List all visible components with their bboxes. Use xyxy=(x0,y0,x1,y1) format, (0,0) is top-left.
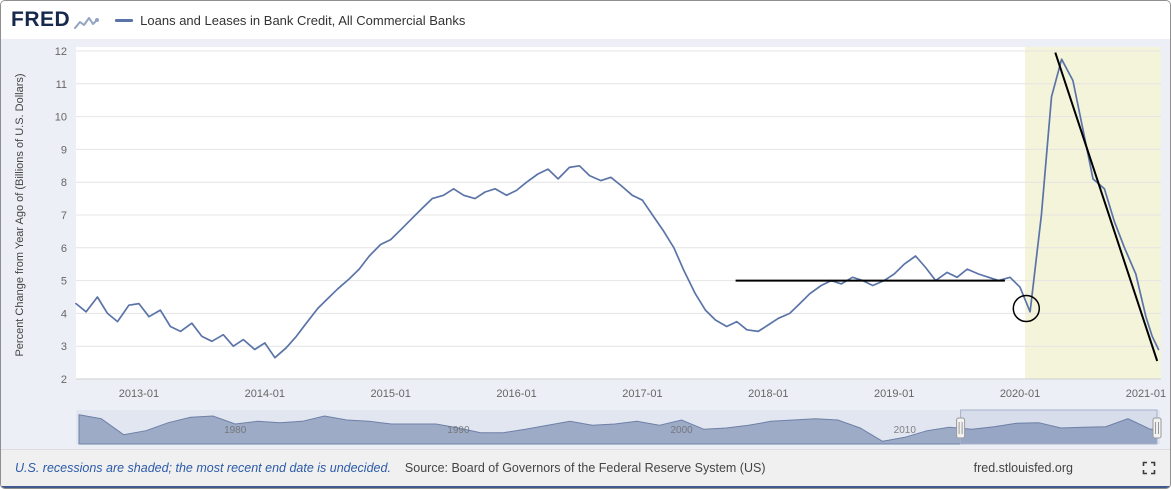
minimap-decade-label: 1980 xyxy=(224,425,247,436)
x-tick-label: 2015-01 xyxy=(371,388,411,400)
source-text: Source: Board of Governors of the Federa… xyxy=(404,461,766,475)
legend-label: Loans and Leases in Bank Credit, All Com… xyxy=(140,12,466,28)
annotation-circle xyxy=(1012,294,1041,323)
range-handle-left[interactable] xyxy=(956,417,966,439)
series-line xyxy=(75,58,1160,359)
x-tick-label: 2014-01 xyxy=(245,388,285,400)
x-tick-label: 2018-01 xyxy=(748,388,788,400)
x-tick-label: 2019-01 xyxy=(874,388,914,400)
y-tick-label: 10 xyxy=(55,112,67,124)
minimap-area[interactable] xyxy=(78,414,1158,445)
y-tick-label: 2 xyxy=(61,374,67,386)
y-tick-label: 11 xyxy=(56,79,67,91)
y-axis-title: Percent Change from Year Ago of (Billion… xyxy=(14,73,26,356)
minimap-decade-label: 2010 xyxy=(894,425,917,436)
minimap-section: 1980 1990 2000 2010 xyxy=(1,409,1170,449)
minimap-selected-range[interactable] xyxy=(960,409,1158,445)
x-tick-label: 2013-01 xyxy=(119,388,159,400)
minimap-decade-label: 2000 xyxy=(670,425,693,436)
x-tick-label: 2020-01 xyxy=(1000,388,1040,400)
minimap[interactable]: 1980 1990 2000 2010 xyxy=(1,409,1171,449)
fred-logo: FRED xyxy=(11,8,71,31)
header: FRED Loans and Leases in Bank Credit, Al… xyxy=(1,1,1170,39)
y-tick-label: 4 xyxy=(61,308,67,320)
sparkline-icon xyxy=(74,16,100,29)
y-tick-label: 9 xyxy=(61,144,67,156)
recession-band xyxy=(1025,47,1161,379)
fullscreen-icon xyxy=(1142,461,1156,475)
y-tick-label: 3 xyxy=(61,341,67,353)
y-tick-label: 8 xyxy=(61,177,67,189)
x-tick-label: 2016-01 xyxy=(496,388,536,400)
y-tick-label: 6 xyxy=(61,243,67,255)
plot-background xyxy=(76,47,1161,379)
minimap-decade-label: 1990 xyxy=(447,425,470,436)
recession-note-link[interactable]: U.S. recessions are shaded; the most rec… xyxy=(15,461,391,475)
bottom-accent-bar xyxy=(1,486,1170,488)
x-tick-label: 2017-01 xyxy=(622,388,662,400)
y-tick-label: 5 xyxy=(61,276,67,288)
y-tick-label: 7 xyxy=(61,210,67,222)
main-chart[interactable]: 2 3 4 5 6 7 8 9 10 11 12 2013-01 2014-01 2015-01 2016-… xyxy=(1,39,1171,409)
y-tick-label: 12 xyxy=(55,46,67,58)
series-legend: Loans and Leases in Bank Credit, All Com… xyxy=(115,13,465,28)
annotation-diagonal xyxy=(1054,52,1159,362)
site-link[interactable]: fred.stlouisfed.org xyxy=(973,461,1073,475)
footer: U.S. recessions are shaded; the most rec… xyxy=(1,449,1170,486)
legend-dash-icon xyxy=(115,18,134,22)
chart-area: 2 3 4 5 6 7 8 9 10 11 12 2013-01 2014-01 2015-01 2016-… xyxy=(1,39,1170,409)
range-handle-right[interactable] xyxy=(1152,417,1162,439)
fullscreen-button[interactable] xyxy=(1142,461,1156,475)
x-tick-label: 2021-01 xyxy=(1126,388,1166,400)
